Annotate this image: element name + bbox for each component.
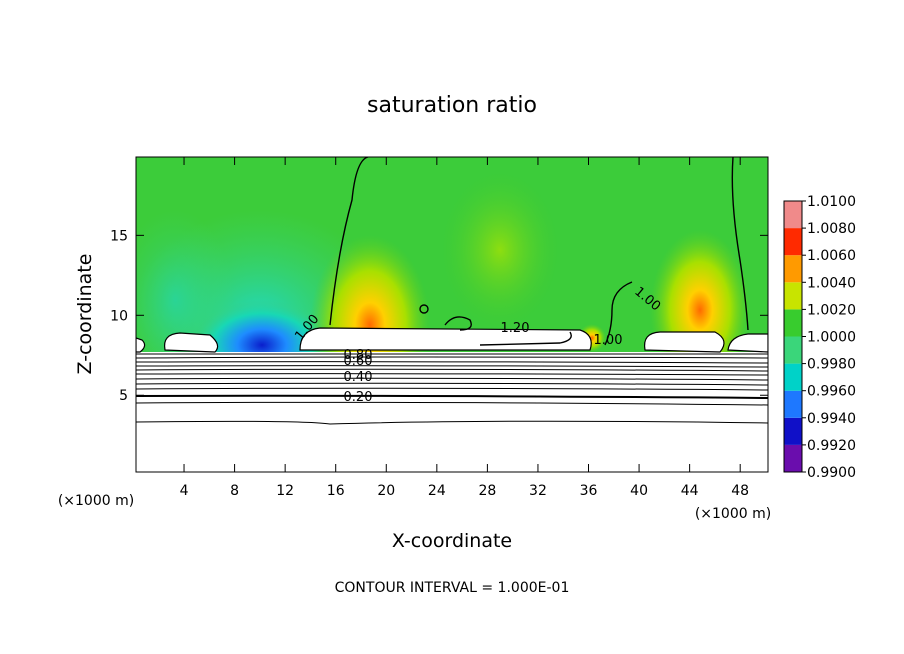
- field: [136, 157, 768, 472]
- y-tick-label: 5: [119, 388, 128, 404]
- colorbar-tick-label: 0.9980: [807, 357, 856, 373]
- colorbar-tick-label: 1.0040: [807, 275, 856, 291]
- colorbar-tick-label: 0.9920: [807, 438, 856, 454]
- colorbar-band: [784, 363, 802, 391]
- contour-label: 0.60: [344, 354, 373, 369]
- x-tick-label: 8: [230, 483, 239, 499]
- contour-label: 1.20: [501, 321, 530, 336]
- contour-label: 0.80: [344, 348, 373, 363]
- x-tick-label: 40: [630, 483, 648, 499]
- x-tick-label: 44: [681, 483, 699, 499]
- contour-label: 0.20: [344, 390, 373, 405]
- colorbar-band: [784, 444, 802, 472]
- x-tick-label: 20: [377, 483, 395, 499]
- colorbar-band: [784, 255, 802, 283]
- colorbar-band: [784, 282, 802, 310]
- x-axis-label: X-coordinate: [392, 530, 512, 552]
- colorbar-band: [784, 228, 802, 256]
- y-axis-label: Z-coordinate: [74, 254, 96, 375]
- y-tick-label: 10: [110, 308, 128, 324]
- colorbar-tick-label: 1.0020: [807, 302, 856, 318]
- colorbar-tick-label: 0.9900: [807, 465, 856, 481]
- colorbar-tick-label: 0.9960: [807, 384, 856, 400]
- x-unit: (×1000 m): [58, 493, 134, 509]
- colorbar-tick-label: 1.0080: [807, 221, 856, 237]
- colorbar-tick-label: 1.0100: [807, 194, 856, 210]
- x-tick-label: 48: [731, 483, 749, 499]
- x-tick-label: 24: [428, 483, 446, 499]
- colorbar-band: [784, 201, 802, 229]
- colorbar-band: [784, 390, 802, 418]
- chart-title: saturation ratio: [367, 93, 537, 118]
- contour-label: 1.00: [594, 333, 623, 348]
- colorbar-tick-label: 0.9940: [807, 411, 856, 427]
- y-tick-label: 15: [110, 228, 128, 244]
- colorbar-tick-label: 1.0060: [807, 248, 856, 264]
- x-tick-label: 16: [327, 483, 345, 499]
- x-tick-label: 32: [529, 483, 547, 499]
- x-tick-label: 12: [276, 483, 294, 499]
- colorbar-tick-label: 1.0000: [807, 330, 856, 346]
- x-unit: (×1000 m): [695, 506, 771, 522]
- contour-label: 0.40: [344, 370, 373, 385]
- x-tick-label: 36: [580, 483, 598, 499]
- x-tick-label: 4: [180, 483, 189, 499]
- colorbar-band: [784, 309, 802, 337]
- plot-frame: [135, 156, 769, 473]
- footer: CONTOUR INTERVAL = 1.000E-01: [335, 580, 570, 596]
- colorbar-band: [784, 417, 802, 445]
- colorbar-band: [784, 336, 802, 364]
- x-tick-label: 28: [478, 483, 496, 499]
